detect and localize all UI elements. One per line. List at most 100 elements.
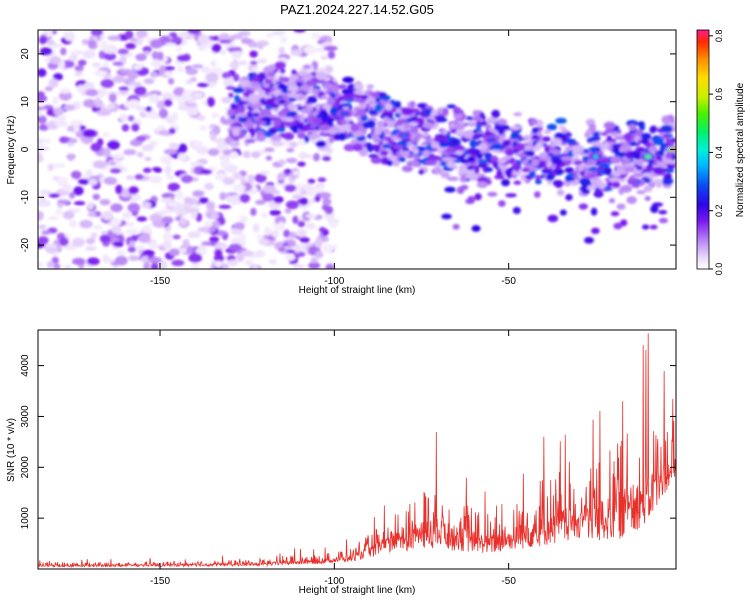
heatmap-cell <box>353 82 364 91</box>
heatmap-cell <box>119 113 129 122</box>
heatmap-cell <box>235 253 245 262</box>
heatmap-cell <box>53 263 61 269</box>
heatmap-cell <box>628 123 637 131</box>
heatmap-cell <box>315 250 324 259</box>
heatmap-cell <box>552 138 563 146</box>
heatmap-cell <box>311 32 321 39</box>
heatmap-cell <box>660 124 673 133</box>
heatmap-cell <box>159 64 166 75</box>
heatmap-cell <box>587 137 598 143</box>
heatmap-cell <box>396 108 403 114</box>
heatmap-cell <box>178 143 188 154</box>
heatmap-cell <box>149 241 159 250</box>
heatmap-cell <box>218 204 232 209</box>
heatmap-cell <box>498 200 506 207</box>
heatmap-cell <box>127 115 135 122</box>
heatmap-cell <box>338 125 346 135</box>
spectrogram-y-axis: -20 -10 0 10 20 <box>20 48 676 252</box>
colorbar-label: Normalized spectral amplitude <box>735 82 746 217</box>
heatmap-cell <box>211 112 219 118</box>
x-tick-label: -50 <box>501 576 516 587</box>
heatmap-cell <box>650 205 659 214</box>
heatmap-cell <box>159 260 168 269</box>
heatmap-cell <box>467 147 479 156</box>
heatmap-cell <box>249 50 258 58</box>
colorbar-tick-label: 0.0 <box>714 263 724 276</box>
heatmap-cell <box>308 261 321 269</box>
heatmap-cell <box>102 147 111 158</box>
heatmap-cell <box>62 210 75 220</box>
heatmap-cell <box>291 194 302 199</box>
heatmap-cell <box>159 155 173 164</box>
heatmap-cell <box>374 103 383 112</box>
heatmap-cell <box>518 152 527 159</box>
heatmap-cell <box>237 60 248 65</box>
heatmap-cell <box>622 159 630 165</box>
heatmap-cell <box>292 170 301 177</box>
heatmap-cell <box>127 246 137 253</box>
heatmap-cell <box>280 125 286 129</box>
heatmap-cell <box>264 226 272 236</box>
heatmap-cell <box>652 202 664 207</box>
heatmap-cell <box>446 104 457 109</box>
heatmap-cell <box>228 243 242 252</box>
heatmap-cell <box>129 99 140 108</box>
heatmap-cell <box>110 203 123 213</box>
heatmap-cell <box>229 140 241 148</box>
heatmap-cell <box>59 88 72 94</box>
heatmap-cell <box>247 174 256 183</box>
colorbar-ticks: 0.0 0.2 0.4 0.6 0.8 <box>709 30 724 276</box>
x-tick-label: -150 <box>150 276 170 287</box>
heatmap-cell <box>305 222 316 230</box>
heatmap-cell <box>221 72 232 79</box>
heatmap-cell <box>392 144 404 150</box>
heatmap-cell <box>214 172 228 181</box>
heatmap-cell <box>167 182 180 192</box>
heatmap-cell <box>99 234 111 243</box>
heatmap-cell <box>73 201 86 206</box>
heatmap-cell <box>163 148 178 155</box>
heatmap-cell <box>129 84 136 92</box>
heatmap-cell <box>143 78 155 85</box>
heatmap-cell <box>233 94 240 103</box>
heatmap-cell <box>636 189 646 195</box>
heatmap-cell <box>424 108 432 116</box>
heatmap-cell <box>440 171 450 179</box>
heatmap-cell <box>474 165 480 174</box>
heatmap-cell <box>585 170 593 175</box>
heatmap-cell <box>122 211 132 219</box>
heatmap-cell <box>127 71 139 80</box>
heatmap-cell <box>487 191 498 197</box>
heatmap-cell <box>278 76 285 83</box>
heatmap-cell <box>340 102 352 107</box>
snr-series-line <box>38 333 676 569</box>
heatmap-cell <box>491 109 500 119</box>
heatmap-cell <box>196 115 206 121</box>
heatmap-cell <box>629 152 642 157</box>
heatmap-cell <box>331 85 340 94</box>
heatmap-cell <box>73 124 81 133</box>
heatmap-cell <box>313 88 320 94</box>
heatmap-cell <box>606 181 613 188</box>
heatmap-cell <box>448 154 460 158</box>
heatmap-cell <box>310 123 317 129</box>
heatmap-cell <box>279 36 288 43</box>
heatmap-cell <box>212 125 221 135</box>
heatmap-cell <box>386 160 394 166</box>
heatmap-cell <box>277 221 285 230</box>
heatmap-cell <box>269 209 282 216</box>
heatmap-cell <box>110 217 122 227</box>
heatmap-cell <box>136 216 148 222</box>
heatmap-cell <box>513 112 523 117</box>
heatmap-cell <box>531 127 539 134</box>
heatmap-cell <box>165 175 175 180</box>
heatmap-cell <box>295 186 302 197</box>
heatmap-cell <box>103 176 118 185</box>
y-tick-label: 1000 <box>20 507 31 530</box>
heatmap-cell <box>600 131 608 136</box>
heatmap-cell <box>394 100 402 109</box>
heatmap-cell <box>131 123 140 132</box>
heatmap-cell <box>129 139 143 147</box>
heatmap-cell <box>46 40 56 45</box>
